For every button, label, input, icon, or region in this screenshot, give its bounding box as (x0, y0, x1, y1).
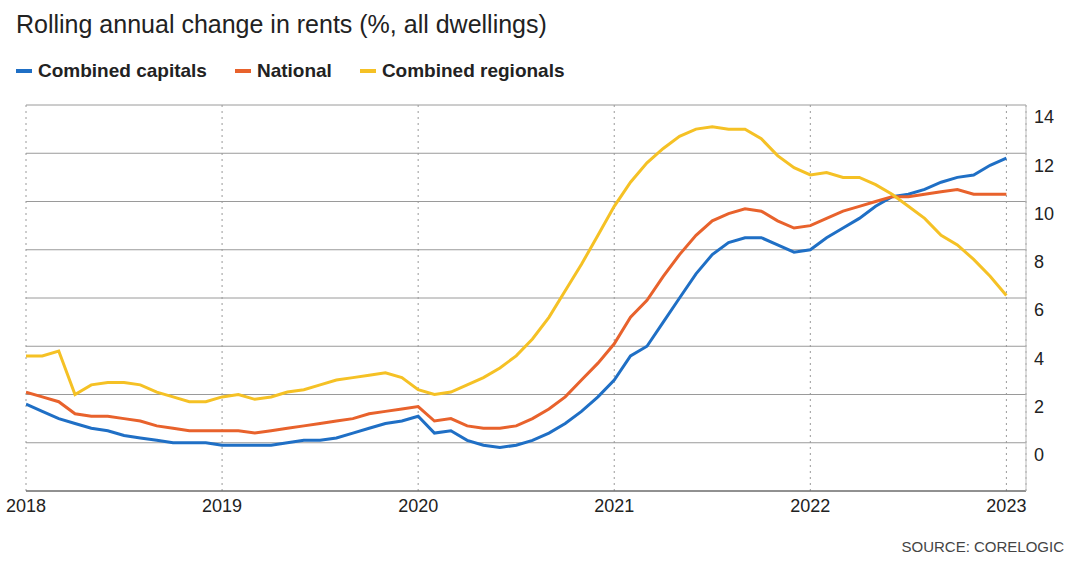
svg-text:12: 12 (1034, 156, 1054, 176)
svg-text:2021: 2021 (594, 496, 634, 516)
svg-text:2023: 2023 (986, 496, 1026, 516)
svg-text:6: 6 (1034, 300, 1044, 320)
svg-text:10: 10 (1034, 204, 1054, 224)
svg-text:2: 2 (1034, 397, 1044, 417)
svg-text:0: 0 (1034, 445, 1044, 465)
html-text:National: National (256, 60, 332, 81)
svg-text:8: 8 (1034, 252, 1044, 272)
svg-text:2018: 2018 (8, 496, 46, 516)
html-text:Rolling annual change in rents: Rolling annual change in rents (%, all d… (16, 10, 547, 38)
svg-text:4: 4 (1034, 349, 1044, 369)
svg-text:2020: 2020 (398, 496, 438, 516)
html-text:Combined regionals: Combined regionals (381, 60, 565, 81)
svg-text:2022: 2022 (790, 496, 830, 516)
html-text:SOURCE: CORELOGIC: SOURCE: CORELOGIC (901, 538, 1064, 555)
svg-text:2019: 2019 (202, 496, 242, 516)
svg-text:14: 14 (1034, 107, 1054, 127)
html-text:Combined capitals: Combined capitals (38, 60, 207, 81)
